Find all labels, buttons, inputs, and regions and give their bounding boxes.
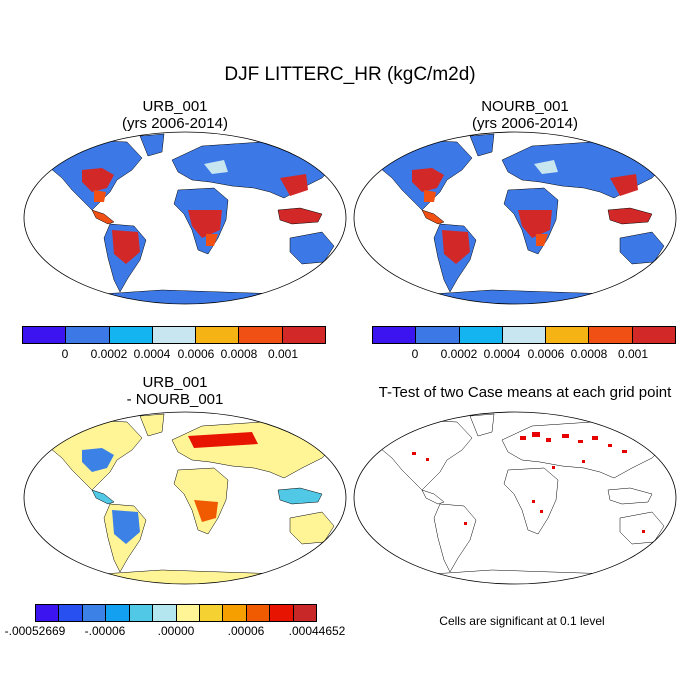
colorbar-swatch <box>129 605 154 621</box>
map-frame <box>353 131 677 305</box>
colorbar-tick-label: 0.0008 <box>570 347 608 361</box>
panel-title-diff: URB_001 - NOURB_001 <box>25 374 325 408</box>
colorbar-tick-label: 0.001 <box>267 347 299 361</box>
panel-title-nourb: NOURB_001 (yrs 2006-2014) <box>375 98 675 132</box>
colorbar-tick-label: 0.001 <box>617 347 649 361</box>
colorbar-tick-label: 0 <box>61 347 69 361</box>
figure-title: DJF LITTERC_HR (kgC/m2d) <box>224 64 476 85</box>
colorbar-tick-label: 0.0004 <box>483 347 521 361</box>
map-diff <box>23 411 347 585</box>
colorbar-tick-label: 0.0006 <box>527 347 565 361</box>
colorbar-swatch <box>66 327 110 343</box>
map-frame <box>23 131 347 305</box>
colorbar-swatch <box>106 605 130 621</box>
significant-cells <box>412 432 645 533</box>
panel-title-ttest: T-Test of two Case means at each grid po… <box>355 384 695 401</box>
map-ttest <box>353 411 677 585</box>
colorbar-swatch <box>502 327 547 343</box>
colorbar-tick-label: .00006 <box>227 624 265 638</box>
map-ocean <box>354 412 676 584</box>
panel-title-nourb-line1: NOURB_001 <box>481 98 569 115</box>
map-frame <box>23 411 347 585</box>
colorbar-swatch <box>293 605 317 621</box>
panel-title-diff-line1: URB_001 <box>142 374 208 391</box>
colorbar-swatch <box>589 327 633 343</box>
panel-title-urb-line2: (yrs 2006-2014) <box>122 115 228 132</box>
panel-title-ttest-line1: T-Test of two Case means at each grid po… <box>378 384 672 401</box>
colorbar-swatch <box>632 327 675 343</box>
colorbar-swatch <box>373 327 417 343</box>
colorbar-tick-label: -.00052669 <box>4 624 66 638</box>
colorbar-swatch <box>416 327 460 343</box>
colorbar-urb <box>22 326 326 344</box>
colorbar-nourb <box>372 326 676 344</box>
panel-title-urb: URB_001 (yrs 2006-2014) <box>25 98 325 132</box>
colorbar-tick-label: 0.0002 <box>440 347 478 361</box>
colorbar-swatch <box>109 327 153 343</box>
colorbar-swatch <box>270 605 294 621</box>
colorbar-swatch <box>223 605 247 621</box>
colorbar-tick-label: .00044652 <box>288 624 346 638</box>
map-urb <box>23 131 347 305</box>
colorbar-tick-label: 0.0008 <box>220 347 258 361</box>
colorbar-swatch <box>239 327 283 343</box>
colorbar-swatch <box>199 605 224 621</box>
colorbar-swatch <box>196 327 240 343</box>
panel-title-urb-line1: URB_001 <box>142 98 208 115</box>
colorbar-swatch <box>152 327 197 343</box>
colorbar-swatch <box>282 327 325 343</box>
colorbar-diff <box>35 604 317 622</box>
panel-title-nourb-line2: (yrs 2006-2014) <box>472 115 578 132</box>
colorbar-swatch <box>59 605 83 621</box>
colorbar-swatch <box>36 605 60 621</box>
colorbar-tick-label: -.00006 <box>84 624 126 638</box>
colorbar-swatch <box>82 605 107 621</box>
colorbar-swatch <box>246 605 271 621</box>
colorbar-swatch <box>176 605 200 621</box>
panel-title-diff-line2: - NOURB_001 <box>126 391 224 408</box>
colorbar-tick-label: 0.0006 <box>177 347 215 361</box>
colorbar-swatch <box>153 605 177 621</box>
colorbar-swatch <box>546 327 590 343</box>
map-nourb <box>353 131 677 305</box>
colorbar-tick-label: .00000 <box>157 624 195 638</box>
colorbar-tick-label: 0.0002 <box>90 347 128 361</box>
colorbar-swatch <box>459 327 503 343</box>
significance-note: Cells are significant at 0.1 level <box>439 614 605 628</box>
map-frame <box>353 411 677 585</box>
colorbar-swatch <box>23 327 67 343</box>
colorbar-tick-label: 0 <box>411 347 419 361</box>
colorbar-tick-label: 0.0004 <box>133 347 171 361</box>
